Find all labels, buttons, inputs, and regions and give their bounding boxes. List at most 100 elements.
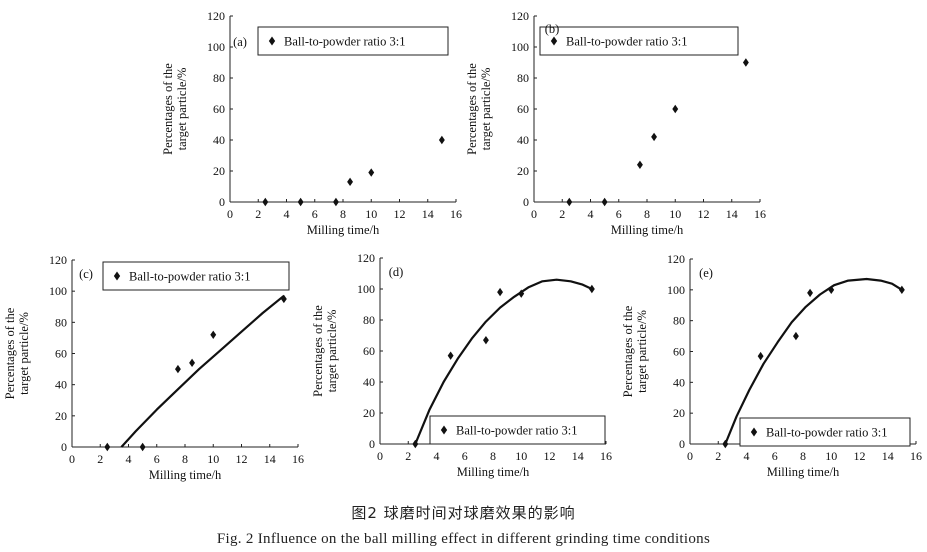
data-point	[651, 132, 658, 142]
x-tick-label: 8	[182, 452, 188, 466]
data-point	[412, 439, 419, 449]
x-tick-label: 2	[255, 207, 261, 221]
data-point	[672, 104, 679, 114]
legend-marker-diamond	[113, 271, 121, 281]
fit-curve	[120, 294, 285, 448]
x-tick-label: 0	[227, 207, 233, 221]
y-tick-label: 0	[219, 195, 225, 209]
y-tick-label: 120	[511, 9, 529, 23]
data-point	[757, 351, 764, 361]
x-tick-label: 4	[588, 207, 594, 221]
y-tick-label: 120	[49, 253, 67, 267]
x-tick-label: 10	[669, 207, 681, 221]
x-tick-label: 8	[800, 449, 806, 463]
panel-label: (c)	[79, 267, 93, 281]
y-tick-label: 40	[213, 133, 225, 147]
data-point	[368, 168, 375, 177]
x-tick-label: 0	[687, 449, 693, 463]
y-tick-label: 40	[363, 375, 375, 389]
panel-label: (e)	[699, 266, 713, 280]
x-axis-label: Milling time/h	[611, 223, 684, 237]
legend-box	[102, 261, 290, 291]
x-tick-label: 16	[754, 207, 766, 221]
y-tick-label: 120	[207, 9, 225, 23]
x-tick-label: 6	[312, 207, 318, 221]
y-tick-label: 100	[207, 40, 225, 54]
data-point	[807, 288, 814, 298]
y-tick-label: 80	[55, 315, 67, 329]
legend-box	[539, 26, 739, 56]
y-axis-label-line2: target particle/%	[479, 68, 493, 151]
x-tick-label: 10	[825, 449, 837, 463]
data-point	[601, 197, 608, 207]
x-tick-label: 4	[744, 449, 750, 463]
y-tick-label: 80	[363, 313, 375, 327]
x-tick-label: 12	[854, 449, 866, 463]
y-tick-label: 80	[213, 71, 225, 85]
x-tick-label: 4	[284, 207, 290, 221]
y-tick-label: 40	[55, 378, 67, 392]
x-tick-label: 16	[910, 449, 922, 463]
y-tick-label: 60	[517, 102, 529, 116]
y-tick-label: 0	[61, 440, 67, 454]
data-point	[722, 439, 729, 449]
y-tick-label: 60	[363, 344, 375, 358]
x-tick-label: 12	[544, 449, 556, 463]
data-point	[482, 335, 489, 345]
legend-box	[257, 26, 449, 56]
y-tick-label: 20	[517, 164, 529, 178]
y-tick-label: 80	[517, 71, 529, 85]
legend-marker-diamond	[550, 36, 558, 46]
data-point	[588, 284, 595, 294]
data-point	[792, 331, 799, 341]
data-point	[280, 294, 287, 304]
x-tick-label: 12	[236, 452, 248, 466]
panel-label: (a)	[233, 35, 247, 49]
legend-marker-diamond	[750, 427, 758, 437]
y-tick-label: 0	[523, 195, 529, 209]
y-tick-label: 0	[679, 437, 685, 451]
fit-curve	[414, 278, 593, 445]
x-tick-label: 0	[69, 452, 75, 466]
x-tick-label: 10	[365, 207, 377, 221]
x-tick-label: 0	[377, 449, 383, 463]
legend-label: Ball-to-powder ratio 3:1	[129, 270, 251, 284]
y-tick-label: 60	[55, 347, 67, 361]
y-axis-label-line1: Percentages of the	[161, 63, 175, 155]
data-point	[438, 135, 445, 145]
chart-panel-c: 0 20 40 60 80 100 120 0 2 4 6 8 10 12 14 16 Milling time…	[3, 253, 304, 482]
x-tick-label: 2	[559, 207, 565, 221]
y-tick-label: 100	[511, 40, 529, 54]
panel-label: (b)	[545, 22, 560, 36]
data-point	[518, 289, 525, 298]
y-tick-label: 40	[673, 375, 685, 389]
y-tick-label: 20	[673, 406, 685, 420]
data-point	[297, 197, 304, 207]
y-axis-label-line1: Percentages of the	[465, 63, 479, 155]
x-tick-label: 14	[264, 452, 276, 466]
x-tick-label: 16	[292, 452, 304, 466]
legend-label: Ball-to-powder ratio 3:1	[456, 424, 578, 438]
x-tick-label: 12	[394, 207, 406, 221]
x-tick-label: 8	[490, 449, 496, 463]
figure-caption-english: Fig. 2 Influence on the ball milling eff…	[216, 531, 711, 547]
figure-caption-chinese: 图2 球磨时间对球磨效果的影响	[351, 504, 576, 522]
x-tick-label: 2	[405, 449, 411, 463]
y-axis-label-line1: Percentages of the	[3, 307, 17, 399]
data-point	[104, 442, 111, 452]
chart-panel-a: 0 20 40 60 80 100 120 0 2 4 6 8 10 12 14 16 Milling time…	[161, 9, 462, 237]
chart-panel-b: 0 20 40 60 80 100 120 0 2 4 6 8 10 12 14 16 Milling time…	[465, 9, 766, 237]
x-tick-label: 14	[422, 207, 434, 221]
legend-box	[739, 417, 911, 447]
x-tick-label: 14	[726, 207, 738, 221]
x-tick-label: 14	[572, 449, 584, 463]
data-point	[189, 358, 196, 368]
legend-label: Ball-to-powder ratio 3:1	[766, 426, 888, 440]
y-tick-label: 20	[55, 409, 67, 423]
legend-marker-diamond	[268, 36, 276, 46]
data-point	[210, 330, 217, 339]
y-axis-label-line2: target particle/%	[325, 310, 339, 393]
x-axis-label: Milling time/h	[457, 465, 530, 479]
